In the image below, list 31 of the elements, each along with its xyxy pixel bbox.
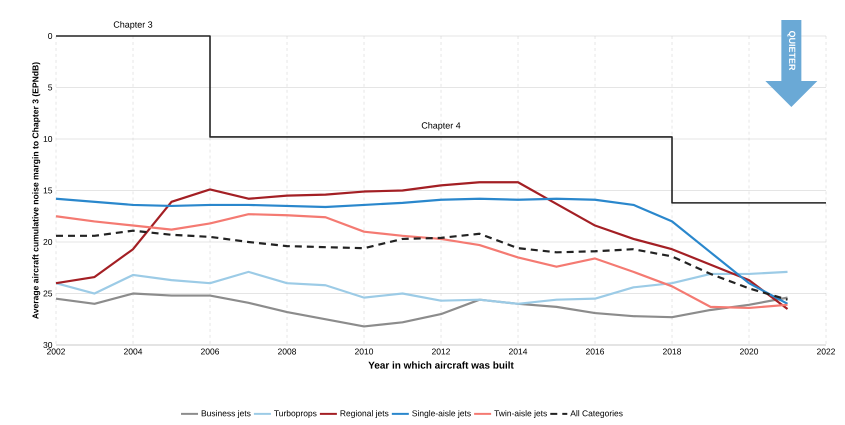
legend-label: Business jets — [202, 410, 251, 418]
x-tick-label: 2022 — [817, 348, 835, 355]
legend-label: All Categories — [570, 410, 623, 418]
y-tick-label: 30 — [43, 342, 52, 348]
y-tick-label: 25 — [43, 290, 52, 296]
x-tick-label: 2020 — [740, 348, 758, 355]
y-tick-label: 10 — [44, 136, 52, 142]
y-tick-label: 20 — [43, 239, 52, 245]
legend-label: Single-aisle jets — [412, 410, 471, 418]
x-tick-label: 2016 — [586, 348, 604, 355]
y-tick-label: 5 — [48, 84, 52, 90]
x-tick-label: 2010 — [355, 348, 374, 355]
x-tick-label: 2008 — [278, 348, 296, 355]
line-series — [54, 270, 789, 305]
annotation: QUIETER — [787, 30, 796, 70]
x-tick-label: 2006 — [201, 348, 220, 355]
y-tick-label: 0 — [48, 33, 52, 39]
x-tick-label: 2002 — [47, 348, 65, 355]
x-tick-label: 2004 — [124, 348, 142, 355]
line-series — [54, 213, 789, 310]
y-tick-label: 15 — [44, 188, 52, 194]
legend-label: Twin-aisle jets — [494, 410, 547, 418]
x-tick-label: 2014 — [509, 348, 528, 355]
x-axis-title: Year in which aircraft was built — [368, 361, 514, 369]
y-axis-title: Average aircraft cumulative noise margin to Chapter 3 (EPNdB) — [32, 62, 40, 319]
legend-label: Turboprops — [274, 410, 317, 418]
x-tick-label: 2018 — [663, 348, 682, 355]
annotation: Chapter 4 — [422, 122, 460, 130]
x-tick-label: 2012 — [432, 348, 450, 355]
legend-label: Regional jets — [340, 410, 388, 418]
annotation: Chapter 3 — [114, 21, 152, 30]
